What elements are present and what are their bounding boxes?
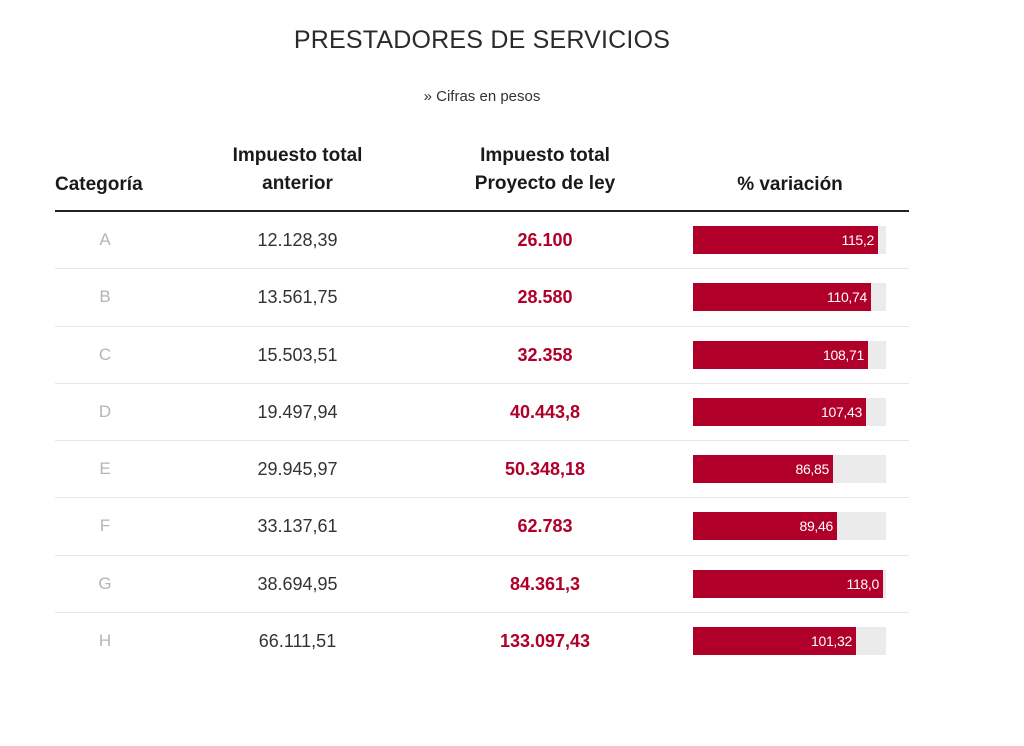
variation-label: 118,0 (846, 575, 880, 592)
variation-bar: 118,0 (693, 569, 883, 598)
variation-bar: 108,71 (693, 340, 868, 369)
header-project-line2: Proyecto de ley (474, 173, 616, 194)
category-cell: A (99, 230, 111, 249)
previous-tax-cell: 29.945,97 (257, 459, 338, 480)
category-cell: F (99, 516, 111, 536)
category-cell: B (99, 287, 111, 307)
variation-bar: 101,32 (693, 627, 856, 656)
header-divider (55, 210, 909, 212)
previous-tax-cell: 19.497,94 (257, 401, 338, 422)
table-row: E 29.945,97 50.348,18 86,85 (55, 441, 909, 499)
table-row: A 12.128,39 26.100 115,2 (55, 212, 909, 270)
table-row: F 33.137,61 62.783 89,46 (55, 498, 909, 556)
previous-tax-cell: 38.694,95 (257, 573, 338, 594)
category-cell: E (99, 459, 111, 479)
variation-label: 86,85 (795, 461, 829, 478)
variation-bar-track: 118,0 (693, 569, 886, 598)
project-tax-cell: 50.348,18 (504, 459, 586, 480)
project-tax-cell: 84.361,3 (509, 573, 581, 594)
category-cell: C (98, 344, 112, 364)
table-row: G 38.694,95 84.361,3 118,0 (55, 556, 909, 614)
variation-bar-track: 89,46 (693, 512, 886, 541)
variation-bar-track: 115,2 (693, 226, 886, 254)
variation-bar-track: 110,74 (693, 283, 886, 312)
header-category: Categoría (55, 171, 143, 199)
table-row: D 19.497,94 40.443,8 107,43 (55, 384, 909, 442)
variation-bar-track: 86,85 (693, 455, 886, 484)
chart-title: PRESTADORES DE SERVICIOS (293, 26, 671, 54)
previous-tax-cell: 13.561,75 (257, 287, 338, 308)
previous-tax-cell: 33.137,61 (257, 516, 338, 537)
category-cell: G (98, 573, 112, 593)
previous-tax-cell: 12.128,39 (257, 230, 338, 250)
table-row: H 66.111,51 133.097,43 101,32 (55, 613, 909, 669)
header-variation: % variación (693, 171, 887, 199)
variation-bar-track: 101,32 (693, 627, 886, 656)
variation-label: 107,43 (820, 403, 862, 420)
header-variation-label: % variación (737, 174, 843, 195)
variation-bar: 86,85 (693, 455, 833, 484)
header-project: Impuesto total Proyecto de ley (450, 142, 640, 198)
project-tax-cell: 62.783 (517, 516, 573, 537)
project-tax-cell: 28.580 (517, 287, 573, 308)
variation-bar-track: 107,43 (693, 397, 886, 426)
variation-bar: 89,46 (693, 512, 837, 541)
previous-tax-cell: 15.503,51 (257, 344, 338, 365)
table-row: B 13.561,75 28.580 110,74 (55, 269, 909, 327)
project-tax-cell: 32.358 (517, 344, 573, 365)
variation-bar: 115,2 (693, 226, 878, 254)
header-category-label: Categoría (55, 174, 143, 195)
variation-label: 101,32 (810, 633, 852, 650)
variation-label: 115,2 (841, 232, 875, 248)
previous-tax-cell: 66.111,51 (258, 631, 337, 652)
header-previous: Impuesto total anterior (205, 142, 390, 198)
variation-label: 89,46 (799, 518, 833, 535)
header-previous-line1: Impuesto total (232, 145, 363, 166)
variation-bar-track: 108,71 (693, 340, 886, 369)
variation-bar: 107,43 (693, 397, 866, 426)
variation-bar: 110,74 (693, 283, 871, 312)
header-project-line1: Impuesto total (480, 145, 610, 166)
project-tax-cell: 40.443,8 (509, 401, 581, 422)
category-cell: H (98, 631, 112, 651)
project-tax-cell: 133.097,43 (499, 631, 591, 652)
variation-label: 110,74 (827, 289, 867, 306)
header-previous-line2: anterior (262, 173, 333, 194)
variation-label: 108,71 (822, 346, 864, 363)
chart-subtitle: » Cifras en pesos (423, 88, 541, 105)
category-cell: D (98, 401, 112, 421)
table-body: A 12.128,39 26.100 115,2 B 13.561,75 28.580 110… (55, 212, 909, 669)
table-row: C 15.503,51 32.358 108,71 (55, 327, 909, 384)
project-tax-cell: 26.100 (517, 230, 573, 250)
